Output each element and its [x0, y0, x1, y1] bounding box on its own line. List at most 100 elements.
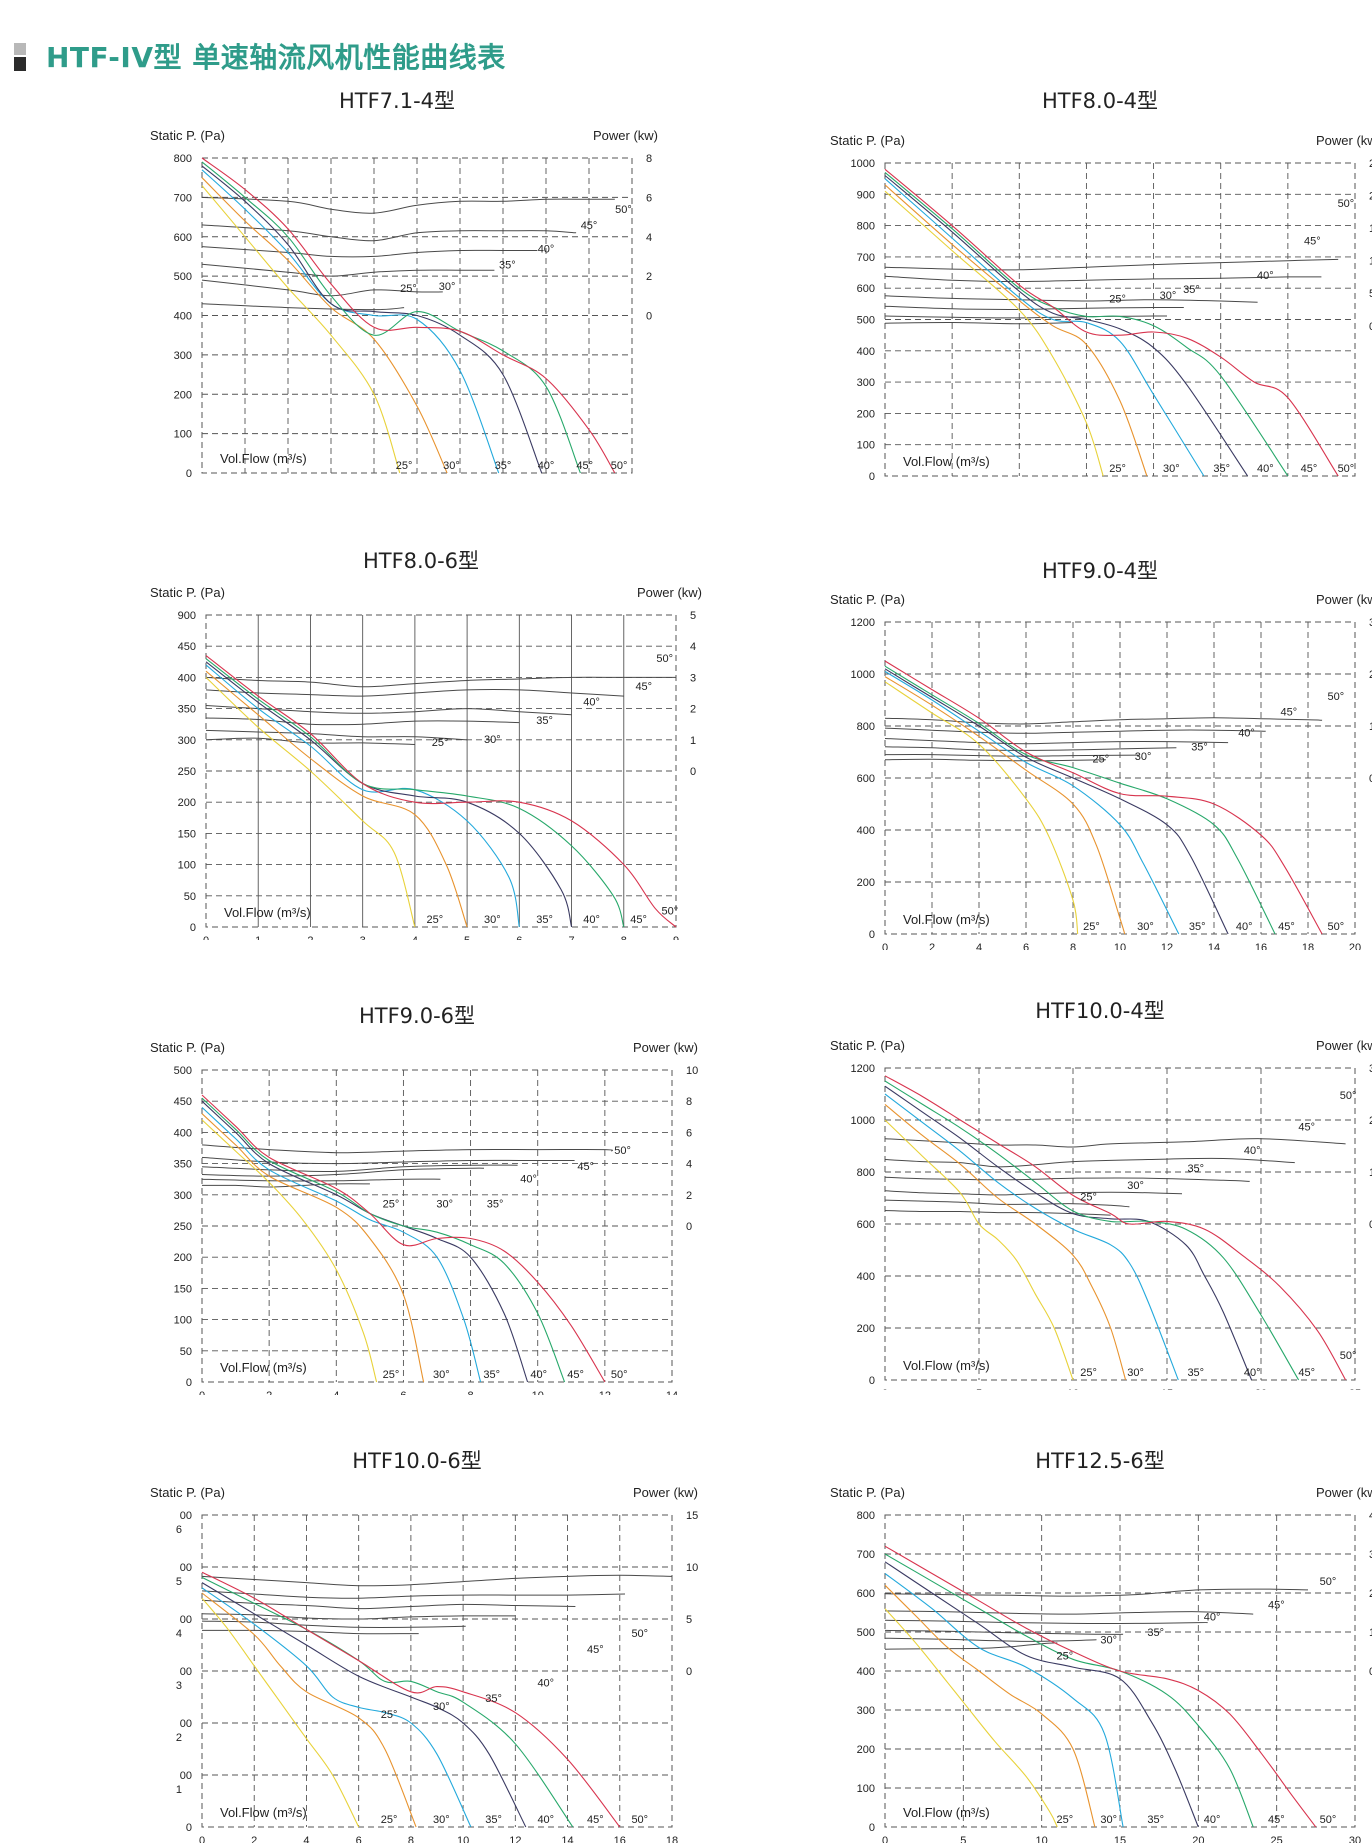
y2-tick-label: 20 — [1369, 1115, 1372, 1127]
x-axis-label: Vol.Flow (m³/s) — [220, 1360, 307, 1375]
y2-tick-label: 40 — [1369, 1510, 1372, 1522]
x-tick-label: 4 — [412, 935, 418, 940]
blade-angle-label: 50° — [1328, 921, 1345, 933]
blade-angle-label: 25° — [427, 914, 444, 926]
blade-angle-label: 50° — [1340, 1350, 1357, 1362]
power-curve-35 — [205, 717, 520, 726]
blade-angle-label: 30° — [443, 460, 460, 472]
blade-angle-label: 40° — [537, 1814, 554, 1826]
x-tick-label: 5 — [464, 935, 470, 940]
blade-angle-label: 40° — [583, 914, 600, 926]
y-tick-label: 450 — [178, 641, 196, 653]
power-curve-45 — [205, 689, 624, 697]
blade-angle-label: 25° — [396, 460, 413, 472]
blade-angle-label: 30° — [1100, 1635, 1117, 1647]
y2-tick-label: 4 — [686, 1159, 692, 1171]
pressure-curve-50 — [884, 1545, 1317, 1828]
blade-angle-label: 45° — [1298, 1367, 1315, 1379]
power-curve-50 — [201, 196, 615, 214]
y-tick-label: 800 — [857, 221, 875, 233]
x-tick-label: 25 — [1349, 1388, 1361, 1390]
power-curve-35 — [884, 305, 1184, 311]
y-tick-label: 0 — [869, 1822, 875, 1834]
blade-angle-label: 25° — [381, 1709, 398, 1721]
y-tick-label: 600 — [174, 232, 192, 244]
blade-angle-label: 25° — [1109, 293, 1126, 305]
power-curve-25 — [201, 1183, 370, 1188]
power-curve-40 — [884, 295, 1258, 303]
y-tick-label: 600 — [857, 1588, 875, 1600]
power-curve-25 — [884, 1642, 1058, 1650]
pressure-curve-40 — [201, 1100, 529, 1383]
y-tick-label: 00 — [180, 1510, 192, 1522]
y-tick-label: 300 — [178, 735, 196, 747]
power-curve-40 — [884, 738, 1229, 745]
y2-tick-label: 2 — [690, 704, 696, 716]
blade-angle-label: 50° — [611, 460, 628, 472]
blade-angle-label: 35° — [483, 1369, 500, 1381]
x-tick-label: 0 — [199, 1835, 205, 1843]
blade-angle-label: 35° — [536, 715, 553, 727]
power-curve-25 — [201, 303, 405, 311]
blade-angle-label: 45° — [1268, 1814, 1285, 1826]
pressure-curve-40 — [884, 668, 1229, 935]
y-tick-label: 300 — [857, 377, 875, 389]
blade-angle-label: 45° — [581, 220, 598, 232]
plot-frame — [884, 1067, 1356, 1381]
pressure-curve-30 — [205, 670, 468, 928]
y-tick-label: 0 — [869, 471, 875, 480]
chart-6: HTF10.0-4型 Static P. (Pa) Power (kw) 0 5 10 15… — [830, 999, 1372, 1390]
x-tick-label: 16 — [614, 1835, 626, 1843]
blade-angle-label: 50° — [615, 204, 632, 216]
y-tick-label: 200 — [857, 1744, 875, 1756]
y-axis-label: Static P. (Pa) — [830, 1038, 905, 1053]
power-curve-40 — [201, 1164, 518, 1173]
blade-angle-label: 45° — [577, 1161, 594, 1173]
blade-angle-label: 50° — [1340, 1090, 1357, 1102]
y-tick-label-sub: 6 — [176, 1524, 182, 1536]
power-curve-50 — [201, 1574, 673, 1587]
pressure-curve-25 — [884, 190, 1104, 477]
y-tick-label: 50 — [184, 891, 196, 903]
y-tick-label: 00 — [180, 1614, 192, 1626]
blade-angle-label: 30° — [1160, 290, 1177, 302]
blade-angle-label: 30° — [433, 1369, 450, 1381]
pressure-curve-30 — [201, 177, 448, 474]
y-tick-label: 500 — [857, 1627, 875, 1639]
blade-angle-label: 25° — [432, 737, 449, 749]
y-tick-label: 0 — [186, 1377, 192, 1389]
y-axis-label: Static P. (Pa) — [150, 1040, 225, 1055]
power-curve-35 — [201, 263, 495, 277]
power-curve-35 — [201, 1613, 516, 1620]
x-tick-label: 14 — [561, 1835, 573, 1843]
pressure-curve-40 — [884, 1085, 1253, 1381]
y-axis-label: Static P. (Pa) — [830, 592, 905, 607]
x-tick-label: 10 — [1114, 942, 1126, 950]
y-tick-label: 100 — [174, 1315, 192, 1327]
pressure-curve-45 — [884, 665, 1276, 935]
blade-angle-label: 35° — [485, 1814, 502, 1826]
y-tick-label: 250 — [178, 766, 196, 778]
y2-tick-label: 0 — [1369, 1219, 1372, 1231]
blade-angle-label: 40° — [1244, 1145, 1261, 1157]
blade-angle-label: 50° — [662, 906, 679, 918]
blade-angle-label: 45° — [567, 1369, 584, 1381]
pressure-curve-45 — [201, 1097, 566, 1383]
y-tick-label: 400 — [857, 1666, 875, 1678]
power-curve-30 — [205, 729, 468, 741]
y-tick-label: 400 — [174, 1127, 192, 1139]
power-curve-35 — [884, 1190, 1183, 1196]
x-tick-label: 14 — [1208, 942, 1220, 950]
pressure-curve-40 — [884, 1561, 1199, 1828]
x-axis-label: Vol.Flow (m³/s) — [903, 1805, 990, 1820]
pressure-curve-25 — [201, 1597, 360, 1828]
x-tick-label: 10 — [1036, 1835, 1048, 1843]
x-tick-label: 15 — [1161, 1388, 1173, 1390]
x-tick-label: 10 — [457, 1835, 469, 1843]
chart-3: HTF8.0-6型 Static P. (Pa) Power (kw) 0 1 2 3 4 5 6… — [150, 549, 702, 940]
pressure-curve-45 — [884, 1553, 1254, 1828]
power-curve-50 — [201, 1144, 613, 1154]
pressure-curve-50 — [884, 1075, 1347, 1381]
x-tick-label: 12 — [1161, 942, 1173, 950]
pressure-curve-35 — [884, 670, 1180, 935]
